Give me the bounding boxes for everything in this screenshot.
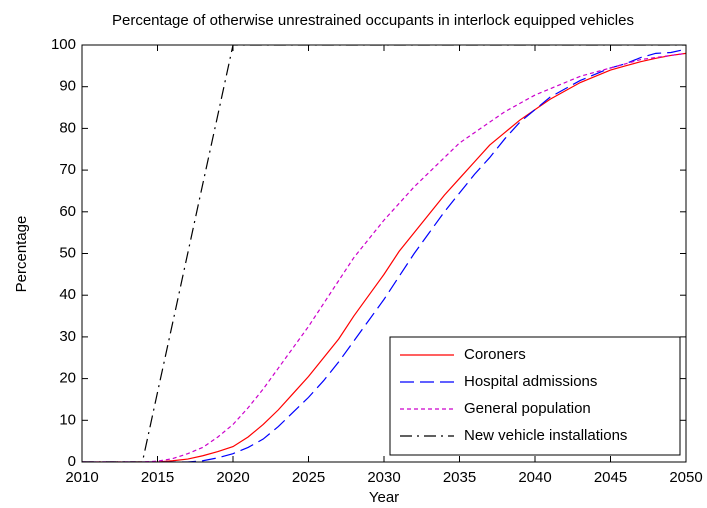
y-tick-label: 50 [59,244,76,261]
x-tick-label: 2020 [216,469,249,486]
x-tick-label: 2050 [669,469,702,486]
legend-label: New vehicle installations [464,427,627,444]
legend-label: General population [464,400,591,417]
series-line [82,48,686,462]
y-tick-label: 40 [59,286,76,303]
y-tick-label: 0 [68,453,76,470]
legend-label: Hospital admissions [464,373,597,390]
x-tick-label: 2025 [292,469,325,486]
series-line [82,45,686,462]
legend-label: Coroners [464,346,526,363]
x-tick-label: 2035 [443,469,476,486]
x-tick-label: 2040 [518,469,551,486]
legend-box [389,336,681,456]
y-tick-label: 90 [59,78,76,95]
x-tick-label: 2015 [141,469,174,486]
x-axis-label: Year [369,489,399,506]
series-line [82,52,686,462]
x-tick-label: 2045 [594,469,627,486]
y-tick-label: 70 [59,161,76,178]
y-axis-label: Percentage [13,216,30,293]
chart-title: Percentage of otherwise unrestrained occ… [112,12,634,29]
plot-lines [82,45,686,462]
y-tick-label: 100 [51,36,76,53]
y-tick-label: 30 [59,328,76,345]
y-tick-label: 60 [59,203,76,220]
y-tick-label: 80 [59,119,76,136]
x-tick-label: 2010 [65,469,98,486]
y-tick-label: 20 [59,370,76,387]
y-tick-label: 10 [59,411,76,428]
series-line [82,52,686,462]
x-tick-label: 2030 [367,469,400,486]
